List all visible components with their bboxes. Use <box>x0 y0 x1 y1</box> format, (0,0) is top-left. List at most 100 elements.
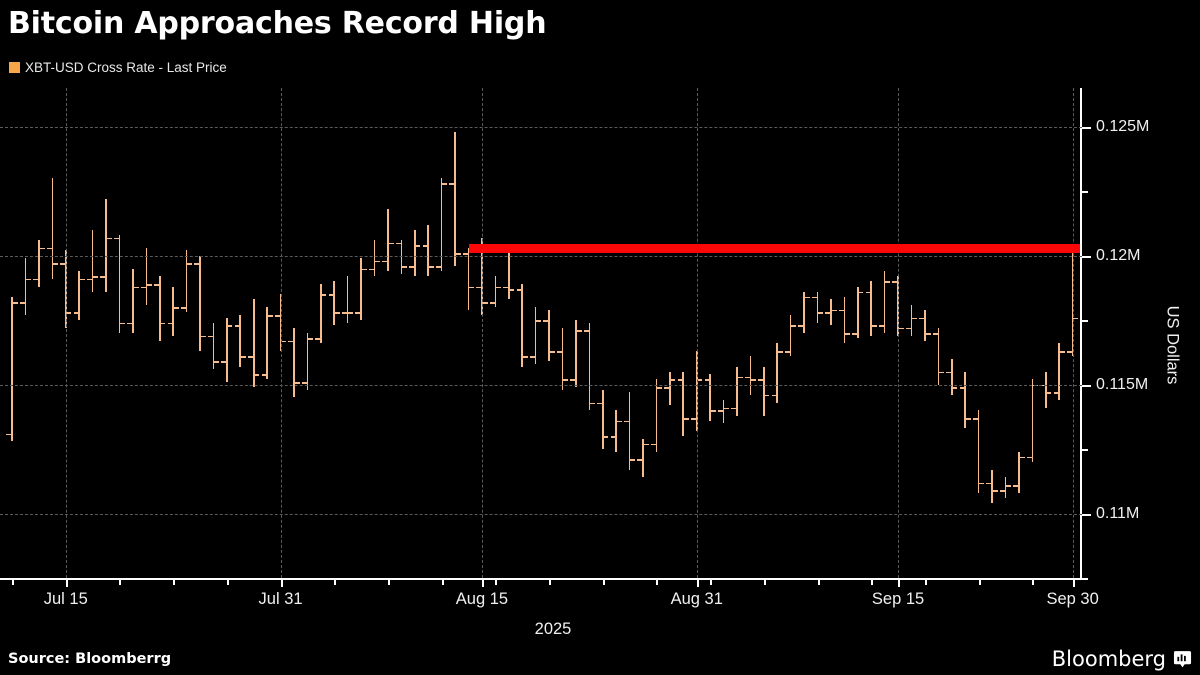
ohlc-bar <box>964 371 966 429</box>
y-tick-major <box>1082 255 1091 258</box>
ohlc-close-tick <box>1059 351 1065 353</box>
ohlc-open-tick <box>207 335 214 338</box>
ohlc-bar <box>172 286 174 336</box>
ohlc-close-tick <box>495 286 501 289</box>
ohlc-open-tick <box>274 314 281 317</box>
y-tick-minor <box>1082 578 1088 580</box>
ohlc-close-tick <box>455 253 461 255</box>
ohlc-open-tick <box>811 296 818 299</box>
y-tick-major <box>1082 126 1091 129</box>
ohlc-bar <box>454 131 456 266</box>
x-gridline <box>898 88 900 578</box>
ohlc-bar <box>212 322 215 370</box>
ohlc-bar <box>427 224 430 277</box>
ohlc-bar <box>91 229 94 292</box>
ohlc-close-tick <box>643 443 649 446</box>
ohlc-open-tick <box>33 278 39 281</box>
ohlc-open-tick <box>60 263 66 265</box>
legend-label: XBT-USD Cross Rate - Last Price <box>25 60 227 75</box>
ohlc-open-tick <box>892 281 899 283</box>
x-tick-minor <box>334 580 337 585</box>
y-axis-spine <box>1080 88 1082 578</box>
ohlc-close-tick <box>656 387 663 389</box>
ohlc-bar <box>883 271 886 333</box>
ohlc-close-tick <box>844 333 850 335</box>
ohlc-bar <box>387 209 389 272</box>
ohlc-close-tick <box>522 356 528 358</box>
ohlc-open-tick <box>785 351 791 353</box>
ohlc-open-tick <box>865 291 872 294</box>
source-credit: Source: Bloomberrg <box>8 651 172 667</box>
ohlc-open-tick <box>650 443 657 446</box>
ohlc-open-tick <box>758 379 764 381</box>
ohlc-close-tick <box>710 410 716 412</box>
x-tick-minor <box>656 580 659 585</box>
x-tick-label: Sep 15 <box>871 590 925 608</box>
x-tick-minor <box>65 580 68 585</box>
ohlc-close-tick <box>92 276 99 278</box>
x-tick-minor <box>12 580 15 585</box>
ohlc-close-tick <box>414 245 421 247</box>
ohlc-open-tick <box>986 482 993 485</box>
ohlc-close-tick <box>589 402 595 405</box>
ohlc-close-tick <box>173 307 179 309</box>
ohlc-bar <box>132 268 134 333</box>
ohlc-bar <box>669 371 671 406</box>
ohlc-open-tick <box>221 361 227 363</box>
x-tick-major <box>481 580 484 587</box>
ohlc-close-tick <box>750 379 757 381</box>
ohlc-open-tick <box>623 420 630 423</box>
ohlc-close-tick <box>441 183 448 185</box>
ohlc-close-tick <box>992 490 998 492</box>
ohlc-close-tick <box>924 333 931 335</box>
ohlc-bar <box>185 250 188 313</box>
ohlc-bar <box>51 178 54 279</box>
x-tick-minor <box>549 580 552 585</box>
ohlc-open-tick <box>328 294 335 296</box>
ohlc-close-tick <box>226 325 233 327</box>
ohlc-open-tick <box>610 436 617 438</box>
ohlc-open-tick <box>731 407 737 410</box>
ohlc-close-tick <box>240 356 246 358</box>
ohlc-close-tick <box>361 268 367 271</box>
y-tick-minor <box>1082 320 1088 323</box>
x-tick-minor <box>226 580 229 585</box>
ohlc-close-tick <box>186 263 193 265</box>
ohlc-open-tick <box>905 327 912 330</box>
ohlc-close-tick <box>562 379 569 381</box>
ohlc-bar <box>910 304 913 336</box>
bloomberg-terminal-icon <box>1173 650 1192 669</box>
ohlc-bar <box>709 374 711 421</box>
ohlc-bar <box>615 410 617 452</box>
x-tick-label: Jul 31 <box>258 590 303 608</box>
ohlc-bar <box>306 333 309 390</box>
ohlc-open-tick <box>140 286 147 289</box>
ohlc-bar <box>1058 343 1060 401</box>
ohlc-open-tick <box>771 394 778 397</box>
ohlc-open-tick <box>1053 392 1060 394</box>
ohlc-bar <box>24 258 27 315</box>
ohlc-close-tick <box>12 302 18 304</box>
ohlc-bar <box>857 286 859 339</box>
ohlc-bar <box>561 327 564 390</box>
x-tick-minor <box>817 580 820 585</box>
ohlc-open-tick <box>409 265 415 268</box>
x-gridline <box>65 88 67 578</box>
ohlc-bar <box>601 389 604 450</box>
ohlc-close-tick <box>280 340 287 343</box>
ohlc-close-tick <box>213 361 220 363</box>
ohlc-open-tick <box>86 278 93 281</box>
y-tick-label: 0.12M <box>1096 246 1141 264</box>
ohlc-open-tick <box>248 356 254 358</box>
x-tick-minor <box>763 580 766 585</box>
ohlc-open-tick <box>234 325 241 327</box>
ohlc-bar <box>414 229 416 277</box>
ohlc-open-tick <box>355 312 362 314</box>
ohlc-open-tick <box>879 325 885 327</box>
ohlc-bar <box>266 307 268 380</box>
ohlc-close-tick <box>535 320 542 322</box>
ohlc-bars-layer <box>0 88 1082 578</box>
ohlc-bar <box>226 317 228 382</box>
ohlc-close-tick <box>857 291 864 294</box>
ohlc-close-tick <box>777 351 783 353</box>
